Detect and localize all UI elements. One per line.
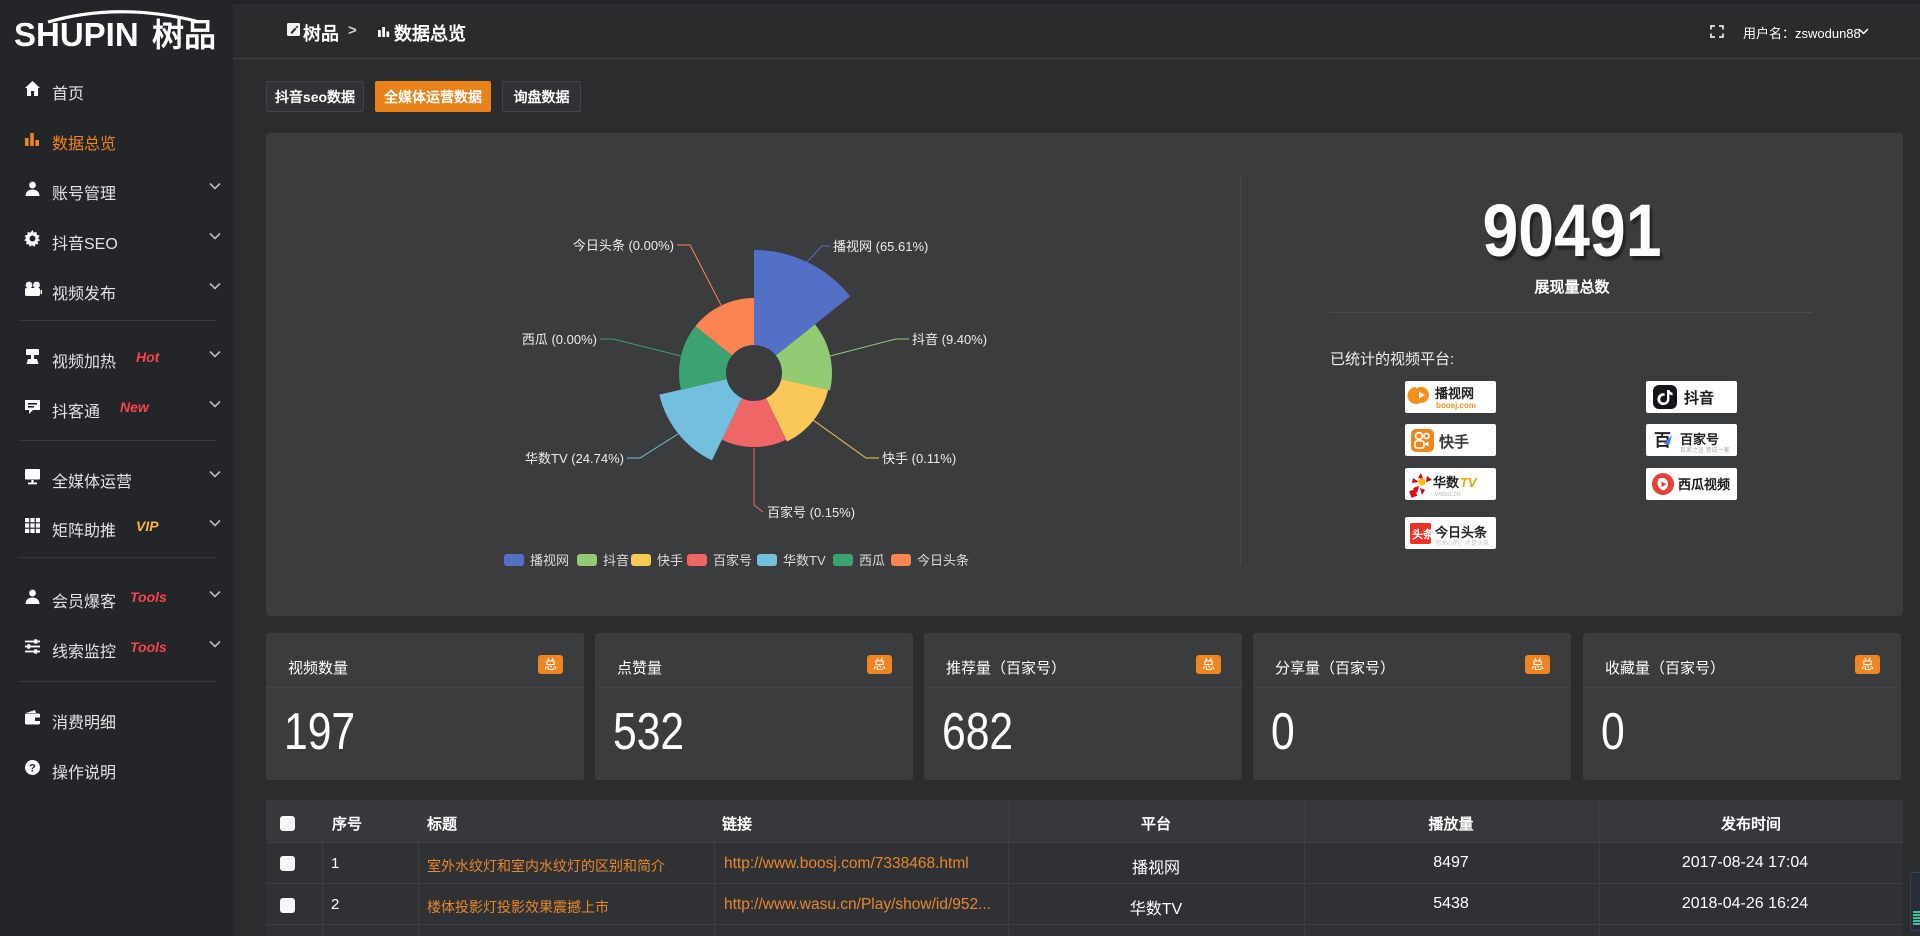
svg-text:西瓜 (0.00%): 西瓜 (0.00%) [522, 332, 597, 347]
svg-text:播视网 (65.61%): 播视网 (65.61%) [833, 239, 928, 254]
svg-text:百: 百 [1654, 431, 1671, 450]
svg-text:你关心的，才是头条: 你关心的，才是头条 [1435, 539, 1489, 547]
svg-text:快手 (0.11%): 快手 (0.11%) [882, 451, 956, 466]
svg-text:播视网: 播视网 [1435, 386, 1474, 401]
svg-text:华数TV (24.74%): 华数TV (24.74%) [525, 451, 624, 466]
svg-text:百家号 (0.15%): 百家号 (0.15%) [767, 505, 855, 520]
svg-text:百家之言 皆成一家: 百家之言 皆成一家 [1680, 446, 1730, 454]
svg-text:树品: 树品 [152, 17, 216, 53]
svg-text:抖音: 抖音 [1684, 389, 1714, 407]
svg-text:今日头条: 今日头条 [917, 553, 969, 568]
svg-text:?: ? [29, 763, 36, 775]
svg-text:播视网: 播视网 [530, 553, 569, 568]
svg-text:百家号: 百家号 [713, 553, 752, 568]
svg-text:西瓜视频: 西瓜视频 [1678, 477, 1730, 492]
svg-text:头条: 头条 [1412, 527, 1435, 541]
svg-text:华数TV: 华数TV [783, 553, 826, 568]
svg-text:抖音: 抖音 [603, 553, 629, 568]
svg-text:快手: 快手 [1439, 433, 1469, 451]
svg-text:TV: TV [1460, 475, 1478, 490]
svg-text:boosj.com: boosj.com [1436, 401, 1476, 410]
svg-text:今日头条: 今日头条 [1434, 525, 1488, 540]
svg-text:今日头条 (0.00%): 今日头条 (0.00%) [573, 238, 674, 253]
svg-text:SHUPIN: SHUPIN [14, 16, 139, 53]
svg-text:抖音 (9.40%): 抖音 (9.40%) [912, 332, 987, 347]
svg-text:百家号: 百家号 [1680, 432, 1719, 447]
svg-text:wasu.cn: wasu.cn [1434, 491, 1461, 498]
svg-text:快手: 快手 [657, 553, 683, 568]
svg-text:华数: 华数 [1433, 475, 1460, 490]
svg-text:西瓜: 西瓜 [859, 553, 885, 568]
